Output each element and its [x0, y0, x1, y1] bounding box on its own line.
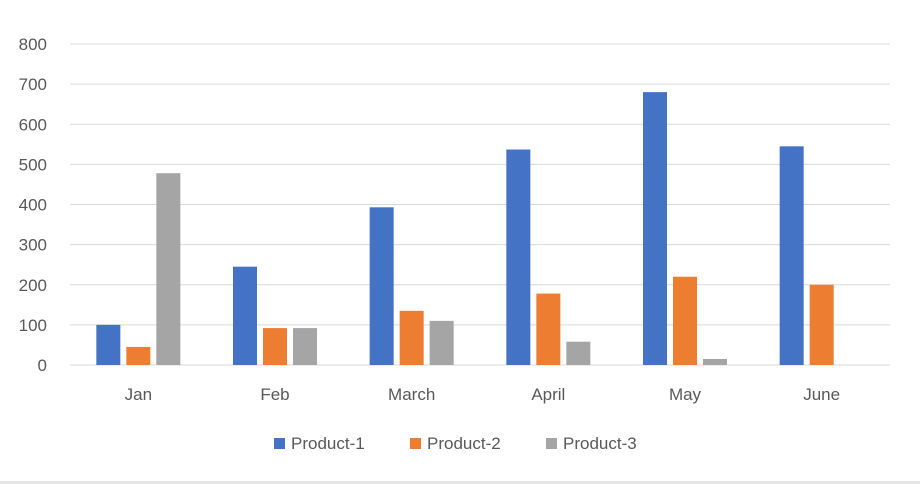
bar-product-3-may — [703, 358, 727, 365]
bar-product-2-march — [399, 310, 424, 365]
bar-product-1-may — [643, 92, 667, 366]
bar-product-2-feb — [263, 328, 287, 365]
legend-swatch — [546, 438, 557, 449]
y-tick-label: 600 — [19, 115, 47, 134]
y-tick-label: 300 — [19, 236, 47, 255]
x-tick-label: April — [531, 385, 565, 404]
bar-product-3-feb — [293, 328, 317, 365]
bar-product-1-feb — [233, 266, 257, 365]
y-axis-ticks: 0 100 200 300 400 500 600 700 800 — [19, 35, 47, 375]
y-tick-label: 500 — [19, 155, 47, 174]
bar-product-1-june — [779, 146, 804, 365]
y-tick-label: 400 — [19, 196, 47, 215]
bar-product-2-june — [809, 284, 834, 365]
bar-product-3-jan — [156, 173, 181, 365]
legend: Product-1 Product-2 Product-3 — [274, 434, 637, 453]
legend-label: Product-1 — [291, 434, 365, 453]
x-tick-label: June — [803, 385, 840, 404]
x-tick-label: Feb — [260, 385, 289, 404]
x-tick-label: Jan — [125, 385, 152, 404]
bar-product-2-april — [536, 293, 561, 365]
bar-product-3-march — [429, 320, 454, 365]
legend-item-product-1: Product-1 — [274, 434, 365, 453]
legend-swatch — [274, 438, 285, 449]
bars — [96, 92, 834, 366]
x-axis-ticks: Jan Feb March April May June — [125, 385, 840, 404]
bar-product-2-may — [673, 276, 697, 365]
bar-product-1-march — [369, 207, 394, 365]
legend-label: Product-2 — [427, 434, 501, 453]
bottom-border — [0, 481, 920, 484]
gridlines — [70, 43, 890, 366]
legend-swatch — [410, 438, 421, 449]
legend-item-product-2: Product-2 — [410, 434, 501, 453]
y-tick-label: 200 — [19, 276, 47, 295]
y-tick-label: 800 — [19, 35, 47, 54]
bar-product-2-jan — [126, 346, 151, 365]
bar-product-1-april — [506, 149, 531, 365]
x-tick-label: May — [669, 385, 702, 404]
y-tick-label: 100 — [19, 316, 47, 335]
bar-product-3-april — [566, 341, 591, 365]
y-tick-label: 0 — [38, 356, 47, 375]
x-tick-label: March — [388, 385, 435, 404]
y-tick-label: 700 — [19, 75, 47, 94]
legend-label: Product-3 — [563, 434, 637, 453]
bar-product-1-jan — [96, 324, 121, 365]
legend-item-product-3: Product-3 — [546, 434, 637, 453]
